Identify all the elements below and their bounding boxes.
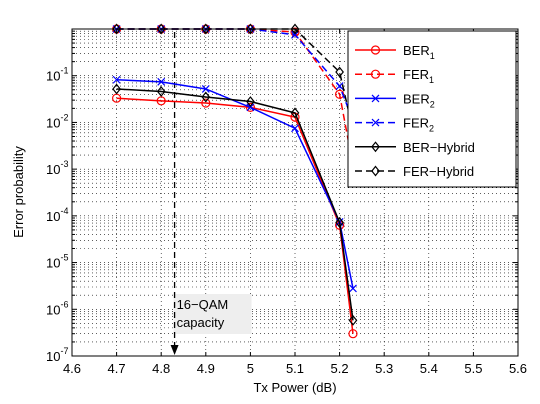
- marker-diamond: [201, 23, 211, 35]
- marker-diamond: [335, 217, 344, 228]
- marker-x: [335, 82, 344, 91]
- marker-diamond: [246, 96, 255, 108]
- series-path: [116, 88, 354, 321]
- x-tick-label: 4.8: [152, 361, 170, 376]
- legend-label: BER1: [403, 43, 435, 61]
- legend-label: BER2: [403, 91, 435, 109]
- marker-circle: [370, 69, 381, 79]
- marker-x: [349, 284, 357, 293]
- annotation-line-1: 16−QAM: [177, 297, 229, 312]
- axis-ticks: 4.6 4.7 4.8 4.9 5 5.1 5.2 5.3 5.4 5.5 5.610-710-61…: [46, 29, 527, 376]
- marker-diamond: [156, 86, 166, 97]
- legend-box: [347, 30, 517, 188]
- legend-label: FER1: [403, 67, 434, 85]
- marker-diamond: [201, 91, 211, 103]
- annotation-line-2: capacity: [177, 315, 225, 330]
- marker-circle: [290, 27, 300, 37]
- marker-x: [291, 124, 299, 133]
- x-tick-label: 5.6: [509, 361, 527, 376]
- marker-circle: [370, 45, 381, 55]
- x-tick-label: 5.3: [375, 361, 393, 376]
- series-line: [112, 83, 358, 326]
- y-tick-label: 10-1: [46, 66, 68, 84]
- marker-diamond: [156, 23, 166, 35]
- marker-diamond: [335, 66, 344, 78]
- y-tick-label: 10-5: [46, 253, 68, 271]
- y-tick-label: 10-3: [46, 159, 68, 177]
- marker-x: [371, 118, 380, 127]
- annotation-arrowhead: [170, 345, 179, 355]
- legend-label: FER−Hybrid: [403, 164, 474, 179]
- legend-label: BER−Hybrid: [403, 140, 475, 155]
- legend-label: FER2: [403, 116, 434, 134]
- marker-diamond: [371, 141, 380, 153]
- legend: BER1 FER1 BER2 FER2 BER−Hybrid FER−Hybrid: [347, 30, 517, 188]
- marker-x: [201, 85, 210, 93]
- x-tick-label: 5: [247, 361, 254, 376]
- y-tick-label: 10-2: [46, 112, 68, 130]
- x-axis-title: Tx Power (dB): [253, 380, 336, 395]
- x-tick-label: 5.1: [286, 361, 304, 376]
- x-tick-label: 5.5: [464, 361, 482, 376]
- marker-diamond: [290, 107, 300, 119]
- marker-diamond: [371, 165, 380, 177]
- marker-diamond: [112, 23, 121, 35]
- x-tick-label: 4.9: [197, 361, 215, 376]
- x-tick-label: 4.6: [63, 361, 81, 376]
- marker-diamond: [290, 23, 300, 35]
- marker-x: [246, 103, 255, 112]
- marker-x: [157, 77, 166, 86]
- marker-x: [371, 94, 380, 103]
- y-tick-label: 10-4: [46, 206, 68, 224]
- y-axis-title: Error probability: [11, 146, 26, 238]
- marker-circle: [201, 98, 211, 108]
- marker-circle: [348, 329, 358, 339]
- x-tick-label: 5.2: [331, 361, 349, 376]
- x-tick-label: 5.4: [420, 361, 438, 376]
- marker-diamond: [112, 83, 121, 95]
- annotation-box: [173, 294, 252, 334]
- y-tick-label: 10-6: [46, 299, 68, 317]
- marker-x: [291, 30, 299, 39]
- marker-x: [112, 75, 121, 84]
- marker-circle: [245, 102, 255, 112]
- marker-diamond: [348, 314, 358, 326]
- x-tick-label: 4.7: [108, 361, 126, 376]
- marker-diamond: [246, 23, 255, 35]
